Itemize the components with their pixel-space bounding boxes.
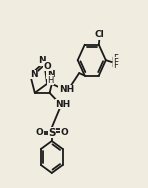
Text: NH: NH	[59, 85, 74, 94]
Text: N: N	[47, 70, 54, 79]
Text: F: F	[113, 54, 118, 63]
Text: F: F	[113, 61, 118, 70]
Text: NH: NH	[55, 100, 71, 109]
Text: O: O	[36, 128, 43, 137]
Text: O: O	[60, 128, 68, 137]
Text: Cl: Cl	[95, 30, 104, 39]
Text: H: H	[47, 76, 54, 85]
Text: N: N	[38, 56, 46, 65]
Text: S: S	[48, 128, 56, 138]
Text: N: N	[30, 70, 37, 79]
Text: F: F	[113, 58, 118, 67]
Text: O: O	[43, 62, 51, 71]
